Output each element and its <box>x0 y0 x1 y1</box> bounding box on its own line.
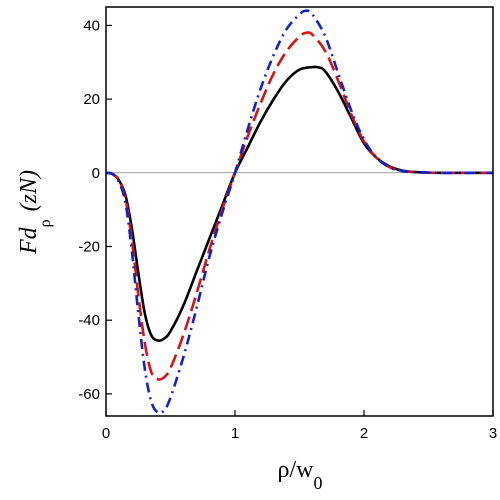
x-tick-label: 3 <box>489 425 497 442</box>
y-axis-title-text: Fdρ (zN) <box>16 170 54 255</box>
y-tick-label: -20 <box>78 239 100 256</box>
series-blue-dashdot <box>105 9 494 415</box>
series-red-dashed <box>105 31 494 381</box>
x-tick-labels: 0 1 2 3 <box>102 425 497 442</box>
x-tick-label: 0 <box>102 425 110 442</box>
x-axis-title: ρ/w0 <box>278 457 323 493</box>
y-axis-title-unit: (zN) <box>16 170 42 211</box>
series-group <box>105 9 494 415</box>
y-axis-title-main: Fd <box>16 226 42 255</box>
y-tick-label: 0 <box>92 165 100 182</box>
y-tick-label: -40 <box>78 312 100 329</box>
x-axis-title-subscript: 0 <box>313 473 322 493</box>
y-axis-title-subscript: ρ <box>37 219 54 227</box>
x-axis-title-main: ρ/w <box>278 457 315 483</box>
y-tick-label: 40 <box>83 17 100 34</box>
y-tick-label: -60 <box>78 386 100 403</box>
y-axis-title: Fdρ (zN) <box>16 170 54 255</box>
x-tick-label: 1 <box>231 425 239 442</box>
y-tick-label: 20 <box>83 91 100 108</box>
tick-marks <box>105 24 494 416</box>
y-tick-labels: -60 -40 -20 0 20 40 <box>78 17 100 402</box>
plot-frame <box>105 6 494 417</box>
x-tick-label: 2 <box>360 425 368 442</box>
series-black-solid <box>105 65 494 342</box>
